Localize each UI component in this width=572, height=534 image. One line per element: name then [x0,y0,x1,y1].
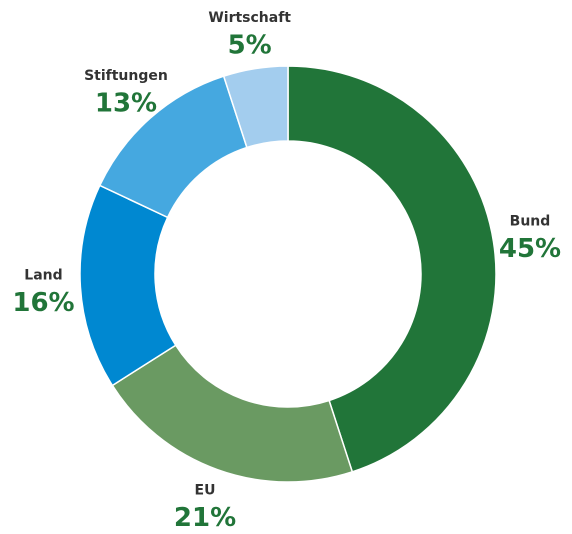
slice-value: 45% [499,234,561,264]
slice-label: Land [24,267,62,283]
slice-value: 13% [95,89,157,119]
slice-label: EU [195,483,216,499]
slice-label: Wirtschaft [208,10,291,26]
slice [287,65,497,473]
slice [111,344,354,483]
slice-value: 16% [12,288,74,318]
slice [222,65,289,149]
slice-label: Bund [510,214,551,230]
slice-value: 21% [174,503,236,533]
slice-value: 5% [228,31,272,61]
slice-label: Stiftungen [84,68,168,84]
